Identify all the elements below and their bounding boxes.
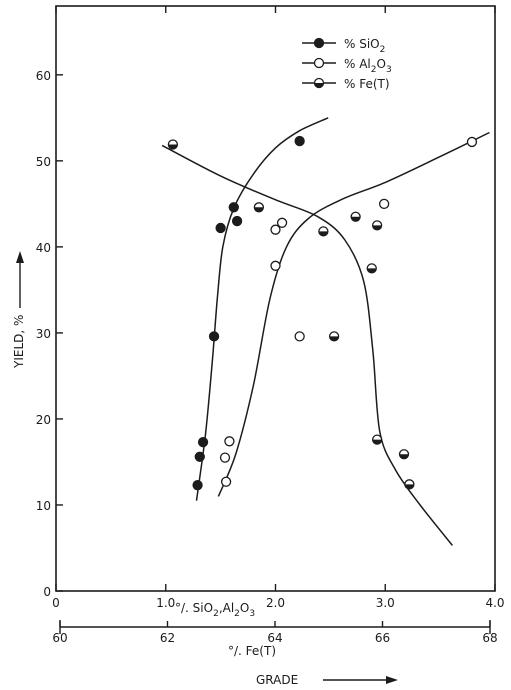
x-primary-tick-label: 4.0 <box>485 596 504 610</box>
x-secondary-axis-label: °/. Fe(T) <box>228 644 276 658</box>
al2o3-data-point <box>466 136 478 148</box>
y-tick-label: 30 <box>36 327 51 341</box>
x-title-arrow-head <box>386 676 398 684</box>
fe-data-point <box>398 449 410 460</box>
fe-data-point <box>350 211 361 222</box>
sio2-data-point <box>197 437 209 448</box>
fe-data-point <box>328 331 340 342</box>
x-primary-tick-label: 1.0 <box>156 596 175 610</box>
sio2-data-point <box>228 202 239 213</box>
x-secondary-tick-label: 68 <box>482 631 497 645</box>
fe-data-point <box>371 220 383 231</box>
y-tick-label: 60 <box>36 69 51 83</box>
legend-label-sio2: % SiO2 <box>344 37 385 55</box>
sio2-data-point <box>215 222 226 234</box>
x-axis-title: GRADE <box>256 673 298 687</box>
al2o3-data-point <box>276 217 288 228</box>
x-secondary-tick-label: 64 <box>267 631 282 645</box>
al2o3-data-point <box>270 260 281 271</box>
fe-trend-curve <box>161 144 453 546</box>
x-secondary-tick-label: 60 <box>52 631 67 645</box>
legend-marker-fe <box>313 77 325 89</box>
legend-label-fe: % Fe(T) <box>344 77 390 91</box>
plot-frame <box>55 5 496 592</box>
al2o3-data-point <box>270 224 281 235</box>
y-axis-title: YIELD, % <box>12 315 26 369</box>
x-primary-tick-label: 0 <box>52 596 60 610</box>
y-tick-label: 20 <box>36 413 51 427</box>
x-secondary-tick-label: 62 <box>160 631 175 645</box>
legend: % SiO2 % Al2O3 % Fe(T) <box>302 37 392 91</box>
x-primary-tick-label: 2.0 <box>266 596 285 610</box>
legend-marker-al2o3 <box>313 57 325 69</box>
legend-label-al2o3: % Al2O3 <box>344 57 392 75</box>
al2o3-data-point <box>220 476 232 487</box>
al2o3-data-point <box>294 331 305 342</box>
sio2-data-point <box>208 331 220 342</box>
y-tick-label: 0 <box>43 585 51 599</box>
x-primary-axis-label: °/. SiO2,Al2O3 <box>175 601 255 619</box>
x-primary-tick-label: 3.0 <box>376 596 395 610</box>
fe-data-point <box>366 263 377 274</box>
sio2-data-point <box>231 215 243 227</box>
al2o3-trend-curve <box>217 131 490 497</box>
fe-data-point <box>318 226 329 237</box>
legend-marker-sio2 <box>313 37 325 49</box>
y-title-arrow-head <box>16 251 24 263</box>
x-secondary-tick-label: 66 <box>375 631 390 645</box>
fe-data-point <box>404 479 415 490</box>
sio2-data-point <box>294 135 305 147</box>
sio2-data-point <box>194 451 205 462</box>
fe-data-point <box>371 434 383 445</box>
y-tick-label: 40 <box>36 241 51 255</box>
y-tick-label: 50 <box>36 155 51 169</box>
al2o3-data-point <box>379 198 390 210</box>
sio2-data-point <box>192 480 203 491</box>
fe-data-point <box>253 202 265 213</box>
fe-data-point <box>167 139 179 150</box>
al2o3-data-point <box>219 452 231 463</box>
al2o3-data-point <box>224 436 235 447</box>
y-tick-label: 10 <box>36 499 51 513</box>
sio2-trend-curve <box>195 117 329 501</box>
